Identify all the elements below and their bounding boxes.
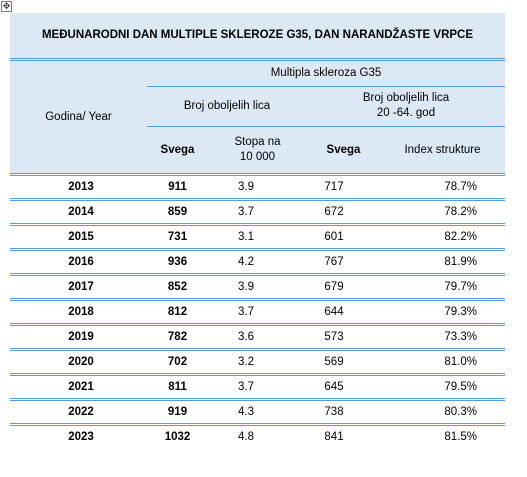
total-cell: 812 — [147, 299, 208, 326]
table-row: 2016 936 4.2 767 81.9% — [10, 249, 506, 276]
table-container: MEĐUNARODNI DAN MULTIPLE SKLEROZE G35, D… — [10, 13, 506, 449]
total-20-64-column-header: Svega — [307, 126, 380, 176]
rate-cell: 4.8 — [208, 424, 307, 449]
index-cell: 81.0% — [380, 349, 506, 376]
table-body: 2013 911 3.9 717 78.7% 2014 859 3.7 672 … — [10, 174, 506, 449]
table-row: 2018 812 3.7 644 79.3% — [10, 299, 506, 326]
rate-header-line1: Stopa na — [234, 135, 281, 148]
index-column-header: Index strukture — [380, 126, 506, 176]
year-cell: 2013 — [10, 174, 147, 201]
index-cell: 78.2% — [380, 199, 506, 226]
total-cell: 811 — [147, 374, 208, 401]
rate-cell: 3.9 — [208, 174, 307, 201]
year-cell: 2015 — [10, 224, 147, 251]
year-cell: 2019 — [10, 324, 147, 351]
ms-statistics-table: MEĐUNARODNI DAN MULTIPLE SKLEROZE G35, D… — [10, 13, 506, 449]
total-cell: 731 — [147, 224, 208, 251]
table-title: MEĐUNARODNI DAN MULTIPLE SKLEROZE G35, D… — [10, 13, 506, 61]
subgroup-header-20-64-line2: 20 -64. god — [376, 107, 436, 119]
table-row: 2022 919 4.3 738 80.3% — [10, 399, 506, 426]
total-20-64-cell: 601 — [307, 224, 380, 251]
index-cell: 79.7% — [380, 274, 506, 301]
rate-cell: 3.9 — [208, 274, 307, 301]
rate-cell: 4.3 — [208, 399, 307, 426]
total-cell: 919 — [147, 399, 208, 426]
rate-column-header: Stopa na 10 000 — [208, 126, 307, 176]
rate-header-line2: 10 000 — [239, 150, 276, 163]
index-cell: 73.3% — [380, 324, 506, 351]
index-cell: 82.2% — [380, 224, 506, 251]
table-row: 2020 702 3.2 569 81.0% — [10, 349, 506, 376]
total-20-64-cell: 841 — [307, 424, 380, 449]
total-column-header: Svega — [147, 126, 208, 176]
total-20-64-cell: 573 — [307, 324, 380, 351]
index-cell: 80.3% — [380, 399, 506, 426]
rate-cell: 3.7 — [208, 199, 307, 226]
rate-cell: 3.7 — [208, 374, 307, 401]
year-cell: 2014 — [10, 199, 147, 226]
table-row: 2017 852 3.9 679 79.7% — [10, 274, 506, 301]
table-row: 2019 782 3.6 573 73.3% — [10, 324, 506, 351]
total-20-64-cell: 645 — [307, 374, 380, 401]
index-cell: 79.3% — [380, 299, 506, 326]
rate-cell: 3.6 — [208, 324, 307, 351]
year-column-header: Godina/ Year — [10, 59, 147, 176]
subgroup-header-20-64: Broj oboljelih lica 20 -64. god — [307, 86, 506, 127]
index-cell: 81.9% — [380, 249, 506, 276]
total-20-64-cell: 738 — [307, 399, 380, 426]
total-20-64-cell: 644 — [307, 299, 380, 326]
subgroup-header-20-64-line1: Broj oboljelih lica — [362, 92, 450, 104]
year-cell: 2020 — [10, 349, 147, 376]
table-row: 2013 911 3.9 717 78.7% — [10, 174, 506, 201]
year-cell: 2018 — [10, 299, 147, 326]
subgroup-header-all: Broj oboljelih lica — [147, 86, 307, 127]
total-cell: 936 — [147, 249, 208, 276]
total-20-64-cell: 679 — [307, 274, 380, 301]
total-cell: 782 — [147, 324, 208, 351]
total-cell: 859 — [147, 199, 208, 226]
total-cell: 852 — [147, 274, 208, 301]
year-cell: 2016 — [10, 249, 147, 276]
rate-cell: 3.2 — [208, 349, 307, 376]
table-row: 2014 859 3.7 672 78.2% — [10, 199, 506, 226]
year-cell: 2017 — [10, 274, 147, 301]
total-20-64-cell: 672 — [307, 199, 380, 226]
year-cell: 2022 — [10, 399, 147, 426]
total-20-64-cell: 569 — [307, 349, 380, 376]
index-cell: 79.5% — [380, 374, 506, 401]
index-cell: 81.5% — [380, 424, 506, 449]
group-header: Multipla skleroza G35 — [147, 59, 506, 87]
total-20-64-cell: 717 — [307, 174, 380, 201]
rate-cell: 3.1 — [208, 224, 307, 251]
table-row: 2023 1032 4.8 841 81.5% — [10, 424, 506, 449]
total-cell: 1032 — [147, 424, 208, 449]
total-cell: 702 — [147, 349, 208, 376]
total-cell: 911 — [147, 174, 208, 201]
table-move-handle-icon[interactable]: ✥ — [1, 1, 12, 12]
index-cell: 78.7% — [380, 174, 506, 201]
table-header: MEĐUNARODNI DAN MULTIPLE SKLEROZE G35, D… — [10, 13, 506, 176]
table-row: 2021 811 3.7 645 79.5% — [10, 374, 506, 401]
year-cell: 2023 — [10, 424, 147, 449]
rate-cell: 4.2 — [208, 249, 307, 276]
total-20-64-cell: 767 — [307, 249, 380, 276]
year-cell: 2021 — [10, 374, 147, 401]
table-row: 2015 731 3.1 601 82.2% — [10, 224, 506, 251]
rate-cell: 3.7 — [208, 299, 307, 326]
